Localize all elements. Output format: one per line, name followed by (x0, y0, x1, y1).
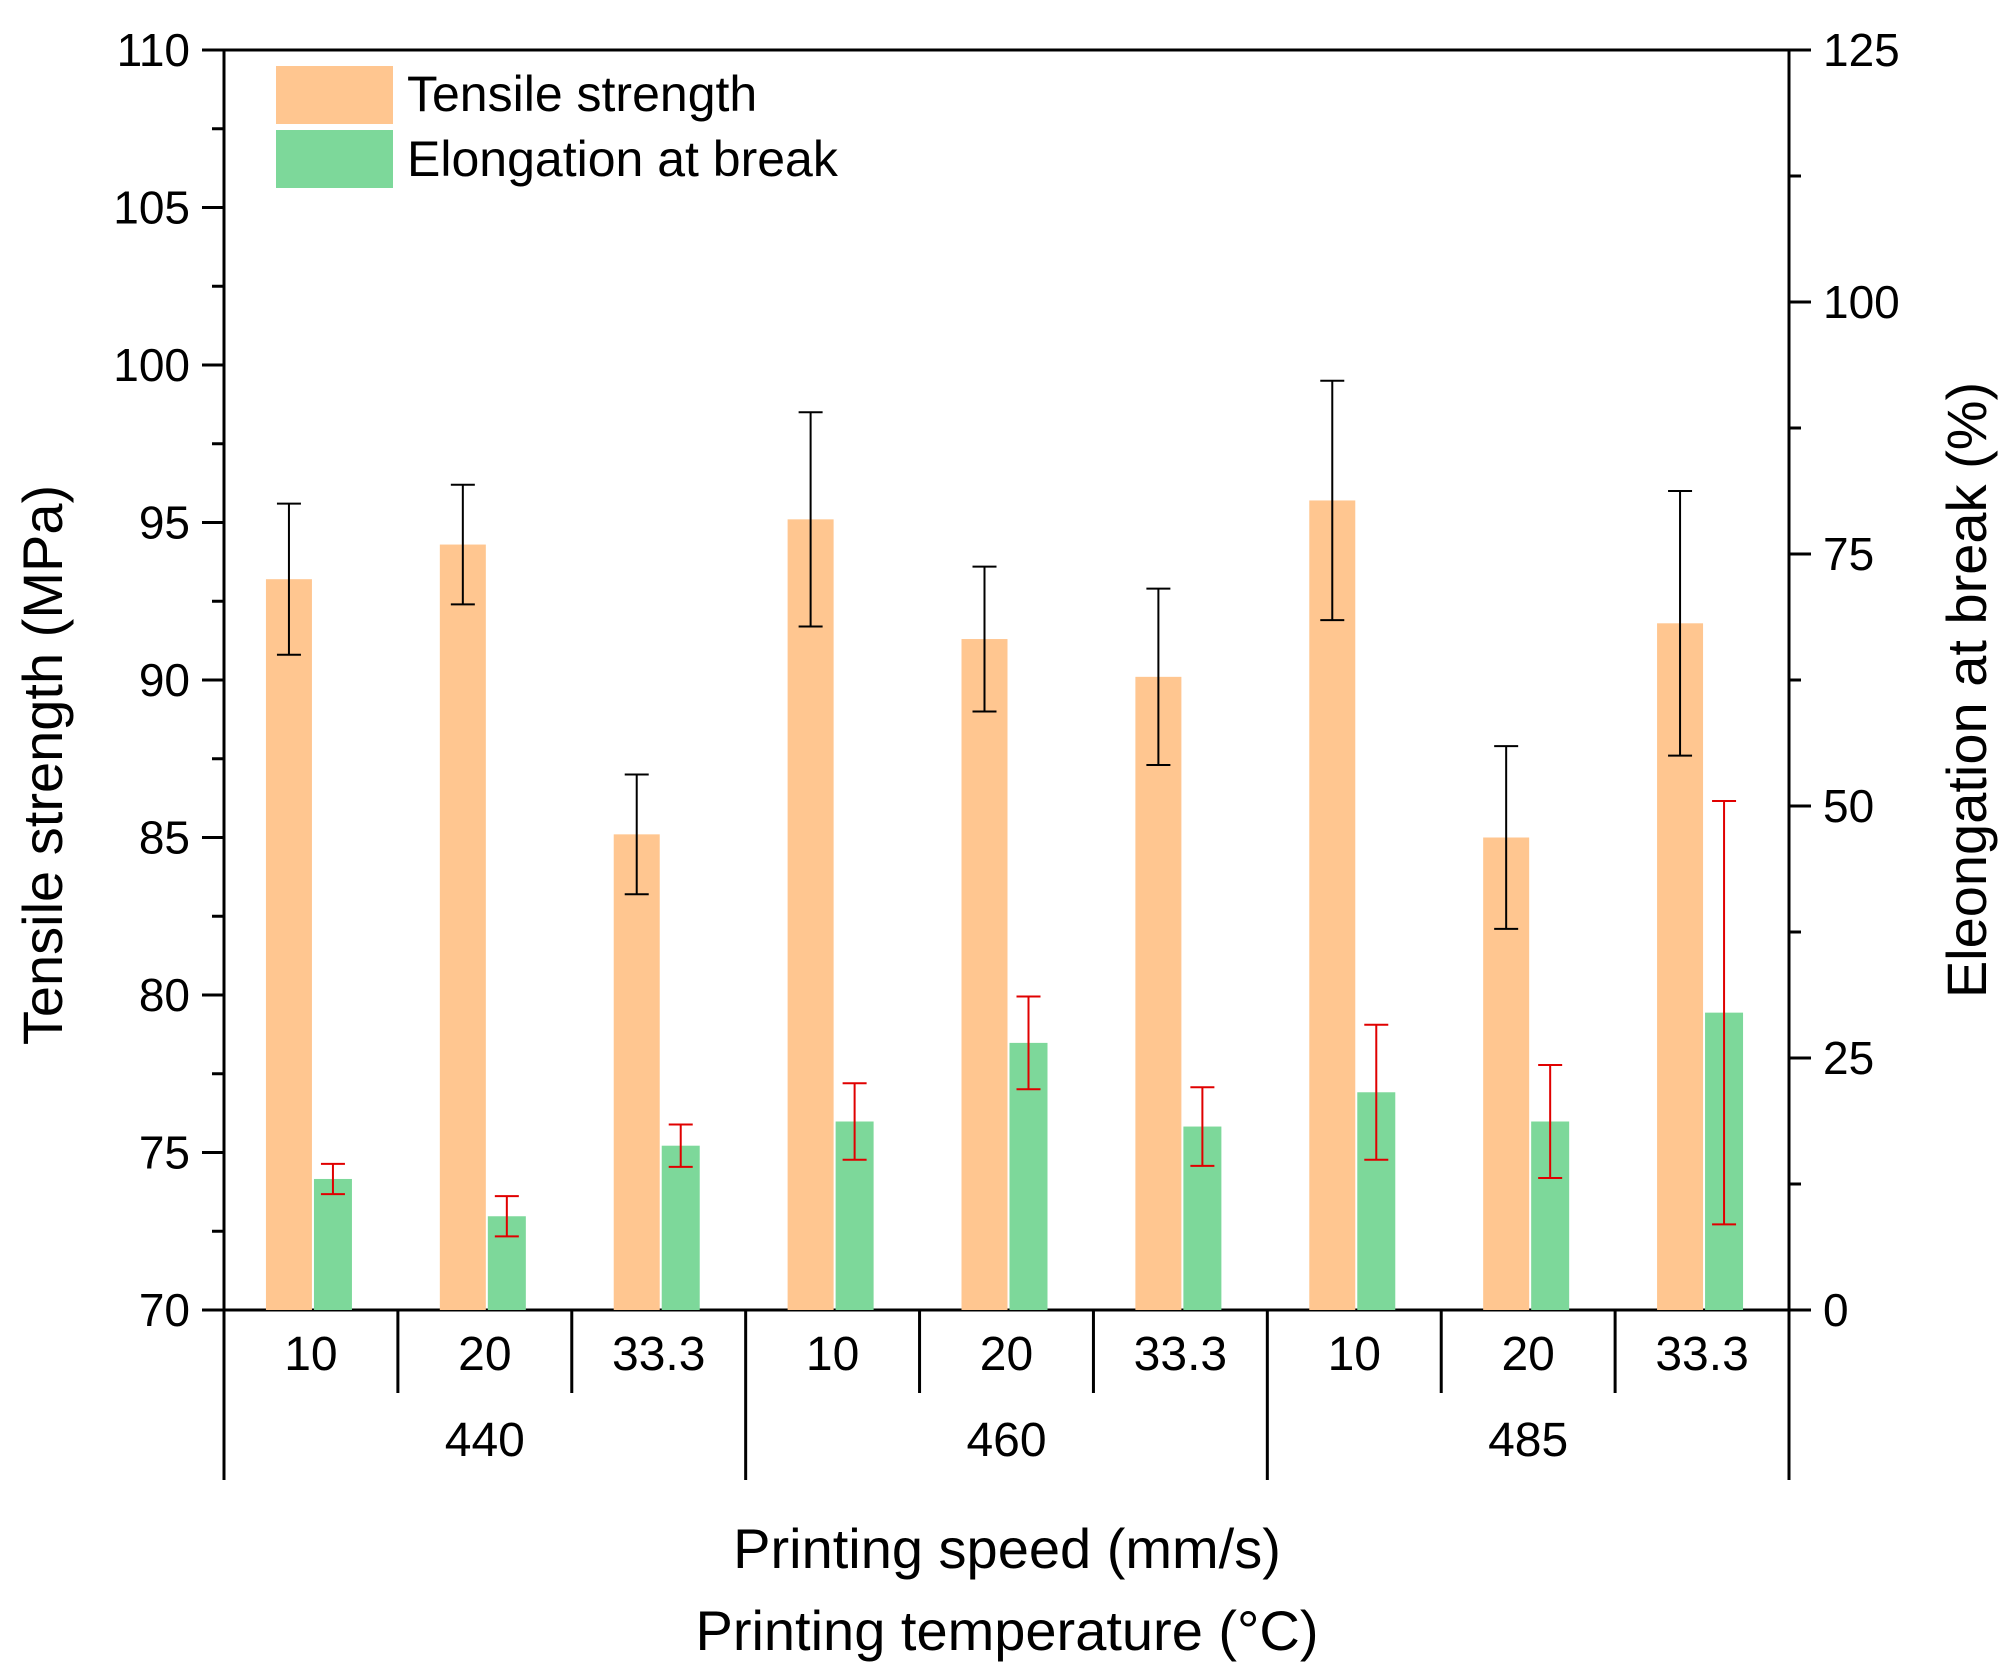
legend-swatch-tensile (276, 66, 393, 124)
bar-tensile-strength (1135, 676, 1182, 1310)
speed-category-label: 10 (1328, 1328, 1381, 1381)
y-left-title: Tensile strength (MPa) (11, 485, 74, 1045)
category-table: 10 20 33.3 10 20 33.3 10 20 33.3 440 460 485 (222, 1310, 1791, 1480)
y-right-tick-label: 50 (1823, 780, 1874, 832)
speed-category-label: 20 (458, 1328, 511, 1381)
bar-tensile-strength (1309, 500, 1356, 1310)
left-axis: 70 75 80 85 90 95 100 105 110 (113, 24, 224, 1336)
y-left-tick-label: 80 (139, 969, 190, 1021)
speed-category-label: 20 (1501, 1328, 1554, 1381)
y-left-tick-label: 100 (113, 339, 190, 391)
bar-tensile-strength (439, 544, 486, 1310)
y-right-tick-label: 0 (1823, 1284, 1849, 1336)
speed-category-label: 33.3 (1134, 1328, 1227, 1381)
y-left-tick-label: 95 (139, 497, 190, 549)
y-right-tick-label: 100 (1823, 276, 1900, 328)
temperature-group-label: 460 (966, 1414, 1046, 1467)
bar-tensile-strength (613, 834, 660, 1310)
speed-category-label: 10 (284, 1328, 337, 1381)
speed-category-label: 20 (980, 1328, 1033, 1381)
legend: Tensile strength Elongation at break (276, 66, 839, 188)
temperature-group-label: 440 (445, 1414, 525, 1467)
y-right-tick-label: 25 (1823, 1032, 1874, 1084)
speed-category-label: 33.3 (612, 1328, 705, 1381)
speed-category-label: 33.3 (1655, 1328, 1748, 1381)
legend-label-tensile: Tensile strength (407, 66, 757, 122)
y-left-tick-label: 90 (139, 654, 190, 706)
bar-tensile-strength (787, 519, 834, 1310)
y-right-tick-label: 125 (1823, 24, 1900, 76)
legend-label-elongation: Elongation at break (407, 131, 839, 187)
x-title-speed: Printing speed (mm/s) (733, 1517, 1281, 1580)
y-left-tick-label: 105 (113, 182, 190, 234)
y-left-tick-label: 110 (117, 24, 190, 76)
bar-elongation (661, 1145, 700, 1310)
bar-tensile-strength (265, 579, 312, 1310)
error-bars (276, 379, 1737, 1238)
speed-category-label: 10 (806, 1328, 859, 1381)
bar-tensile-strength (961, 639, 1008, 1310)
bars (265, 500, 1744, 1310)
legend-swatch-elongation (276, 130, 393, 188)
temperature-group-label: 485 (1488, 1414, 1568, 1467)
y-left-tick-label: 85 (139, 812, 190, 864)
y-left-tick-label: 75 (139, 1127, 190, 1179)
y-right-tick-label: 75 (1823, 528, 1874, 580)
right-axis: 0 25 50 75 100 125 (1789, 24, 1900, 1336)
x-title-temperature: Printing temperature (°C) (695, 1599, 1318, 1662)
bar-elongation (313, 1178, 352, 1310)
y-right-title: Eleongation at break (%) (1935, 382, 1998, 998)
y-left-tick-label: 70 (139, 1284, 190, 1336)
